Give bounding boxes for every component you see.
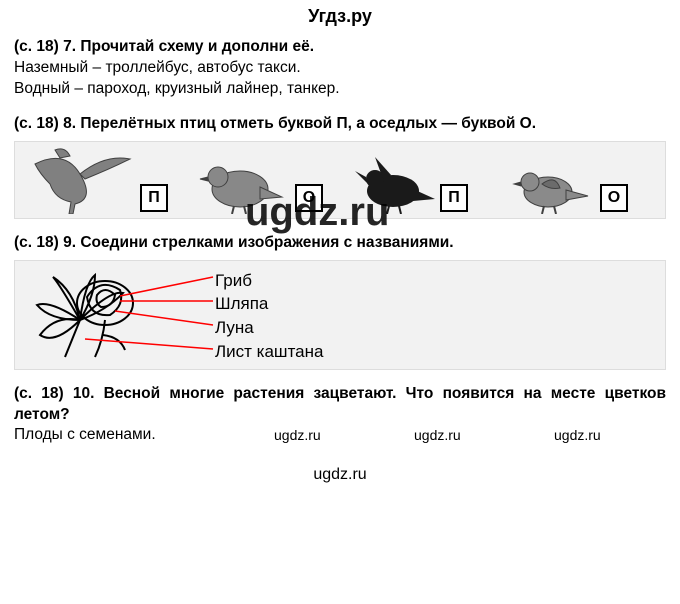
q9-label-1: Гриб bbox=[215, 269, 323, 293]
q8-head: (с. 18) 8. Перелётных птиц отметь буквой… bbox=[14, 114, 666, 135]
footer-watermark: ugdz.ru bbox=[0, 460, 680, 484]
q8-letter-2: О bbox=[295, 184, 323, 212]
watermark-small-1: ugdz.ru bbox=[274, 427, 321, 443]
question-9: (с. 18) 9. Соедини стрелками изображения… bbox=[14, 233, 666, 370]
q8-letter-4: О bbox=[600, 184, 628, 212]
q9-label-4: Лист каштана bbox=[215, 340, 323, 364]
q9-label-3: Луна bbox=[215, 316, 323, 340]
watermark-small-3: ugdz.ru bbox=[554, 427, 601, 443]
page-content: (с. 18) 7. Прочитай схему и дополни её. … bbox=[0, 27, 680, 446]
bird-sparrow-icon bbox=[500, 154, 595, 214]
question-8: (с. 18) 8. Перелётных птиц отметь буквой… bbox=[14, 114, 666, 219]
q8-letter-1: П bbox=[140, 184, 168, 212]
site-title: Угдз.ру bbox=[0, 0, 680, 27]
watermark-small-2: ugdz.ru bbox=[414, 427, 461, 443]
bird-pigeon-icon bbox=[190, 149, 290, 214]
q9-label-2: Шляпа bbox=[215, 292, 323, 316]
q9-labels: Гриб Шляпа Луна Лист каштана bbox=[215, 269, 323, 364]
question-7: (с. 18) 7. Прочитай схему и дополни её. … bbox=[14, 37, 666, 100]
q10-answer: Плоды с семенами. bbox=[14, 426, 156, 443]
q7-line2: Водный – пароход, круизный лайнер, танке… bbox=[14, 79, 666, 100]
question-10: (с. 18) 10. Весной многие растения зацве… bbox=[14, 384, 666, 447]
bird-rook-icon bbox=[345, 149, 440, 214]
q7-line1: Наземный – троллейбус, автобус такси. bbox=[14, 58, 666, 79]
q10-head: (с. 18) 10. Весной многие растения зацве… bbox=[14, 384, 666, 426]
q8-bird-row: П О bbox=[14, 141, 666, 219]
q9-head: (с. 18) 9. Соедини стрелками изображения… bbox=[14, 233, 666, 254]
q8-letter-3: П bbox=[440, 184, 468, 212]
q9-figure: Гриб Шляпа Луна Лист каштана bbox=[14, 260, 666, 370]
q7-head: (с. 18) 7. Прочитай схему и дополни её. bbox=[14, 37, 666, 58]
bird-crane-icon bbox=[25, 144, 135, 214]
